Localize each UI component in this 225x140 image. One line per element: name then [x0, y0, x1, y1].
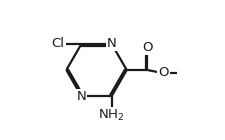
Text: Cl: Cl: [51, 37, 64, 50]
Text: N: N: [106, 37, 116, 50]
Text: NH$_2$: NH$_2$: [98, 108, 124, 123]
Text: O: O: [158, 66, 168, 79]
Text: O: O: [142, 41, 152, 54]
Text: N: N: [76, 90, 86, 103]
